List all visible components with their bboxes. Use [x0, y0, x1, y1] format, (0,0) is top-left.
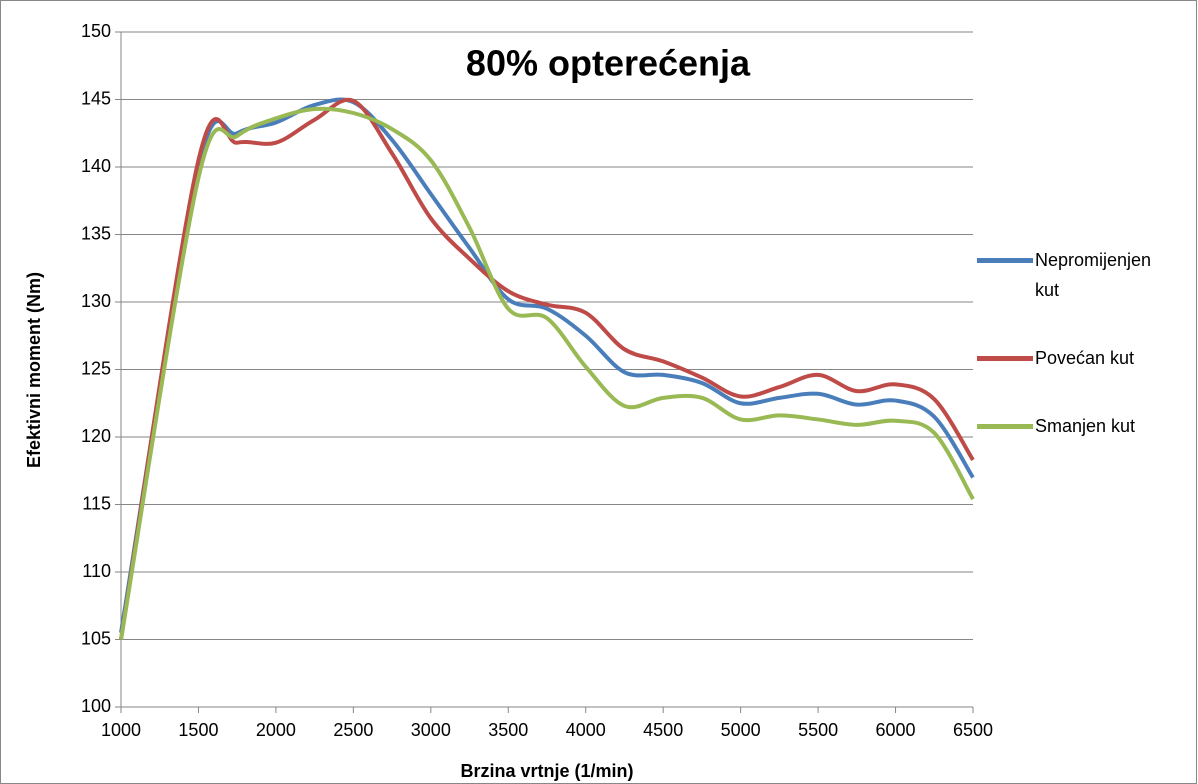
y-tick-label: 140 — [81, 156, 111, 176]
legend-item: Povećan kut — [977, 343, 1152, 373]
y-tick-label: 105 — [81, 628, 111, 648]
x-tick-label: 5000 — [721, 720, 761, 740]
y-axis-label: Efektivni moment (Nm) — [24, 272, 44, 468]
x-tick-label: 2500 — [333, 720, 373, 740]
x-tick-label: 6000 — [876, 720, 916, 740]
y-tick-label: 145 — [81, 88, 111, 108]
x-tick-label: 1500 — [178, 720, 218, 740]
legend-swatch — [977, 258, 1033, 263]
legend: Nepromijenjen kut Povećan kut Smanjen kut — [977, 245, 1152, 479]
legend-label: Nepromijenjen kut — [1035, 250, 1152, 300]
x-tick-label: 5500 — [798, 720, 838, 740]
x-tick-label: 6500 — [953, 720, 993, 740]
legend-label: Smanjen kut — [1035, 416, 1136, 436]
x-tick-label: 2000 — [256, 720, 296, 740]
legend-item: Nepromijenjen kut — [977, 245, 1152, 305]
y-tick-label: 135 — [81, 223, 111, 243]
legend-item: Smanjen kut — [977, 411, 1152, 441]
y-tick-label: 150 — [81, 21, 111, 41]
legend-swatch — [977, 424, 1033, 429]
y-tick-label: 120 — [81, 426, 111, 446]
x-axis-label: Brzina vrtnje (1/min) — [460, 761, 633, 781]
y-tick-label: 100 — [81, 696, 111, 716]
chart-title: 80% opterećenja — [466, 43, 751, 84]
x-tick-label: 4500 — [643, 720, 683, 740]
series-line — [119, 106, 975, 640]
y-tick-label: 115 — [82, 493, 111, 513]
y-tick-label: 110 — [82, 561, 111, 581]
y-tick-label: 130 — [81, 291, 111, 311]
x-tick-label: 4000 — [566, 720, 606, 740]
legend-label: Povećan kut — [1035, 348, 1135, 368]
x-tick-label: 3000 — [411, 720, 451, 740]
series-line — [119, 97, 975, 640]
x-tick-label: 1000 — [101, 720, 141, 740]
x-tick-label: 3500 — [488, 720, 528, 740]
y-tick-label: 125 — [81, 358, 111, 378]
series-line — [119, 97, 975, 634]
legend-swatch — [977, 356, 1033, 361]
